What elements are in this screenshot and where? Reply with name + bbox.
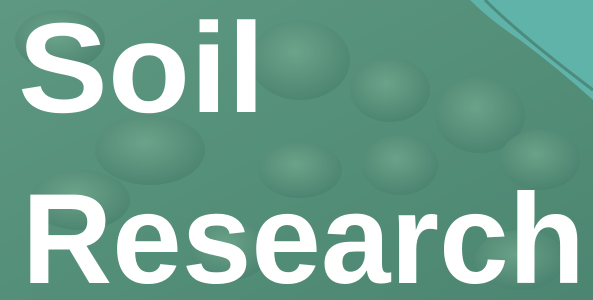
title-line-2: Research [22, 168, 585, 300]
page: {"title": {"line1": "Soil", "line2": "Re… [0, 0, 593, 300]
banner: Soil Research [0, 0, 593, 300]
title-line-1: Soil [18, 0, 265, 140]
